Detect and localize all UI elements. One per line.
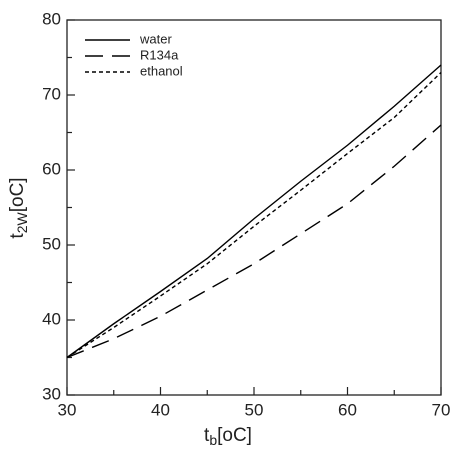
y-tick-label: 30: [42, 384, 61, 403]
x-tick-label: 70: [432, 400, 451, 419]
x-tick-label: 30: [58, 400, 77, 419]
legend-label: water: [139, 31, 172, 46]
series-line: [66, 71, 442, 359]
x-tick-label: 60: [338, 400, 357, 419]
y-tick-label: 40: [42, 309, 61, 328]
y-label-sub: 2W: [14, 212, 30, 234]
y-tick-label: 70: [42, 84, 61, 103]
x-tick-label: 40: [151, 400, 170, 419]
y-label-unit: [oC]: [7, 177, 28, 212]
x-label-sub: b: [209, 432, 217, 448]
series-line: [66, 124, 442, 359]
y-tick-label: 80: [42, 9, 61, 28]
series-line: [66, 64, 442, 359]
legend-label: R134a: [140, 47, 179, 62]
y-label-main: t: [7, 233, 28, 239]
y-tick-label: 60: [42, 159, 61, 178]
x-label-main: t: [204, 425, 210, 446]
plot-frame: [66, 19, 442, 396]
legend-label: ethanol: [140, 63, 183, 78]
x-label-unit: [oC]: [217, 425, 252, 446]
y-tick-label: 50: [42, 234, 61, 253]
x-axis-label: tb[oC]: [204, 425, 252, 448]
x-tick-label: 50: [245, 400, 264, 419]
y-axis-label: t2W[oC]: [7, 177, 30, 238]
